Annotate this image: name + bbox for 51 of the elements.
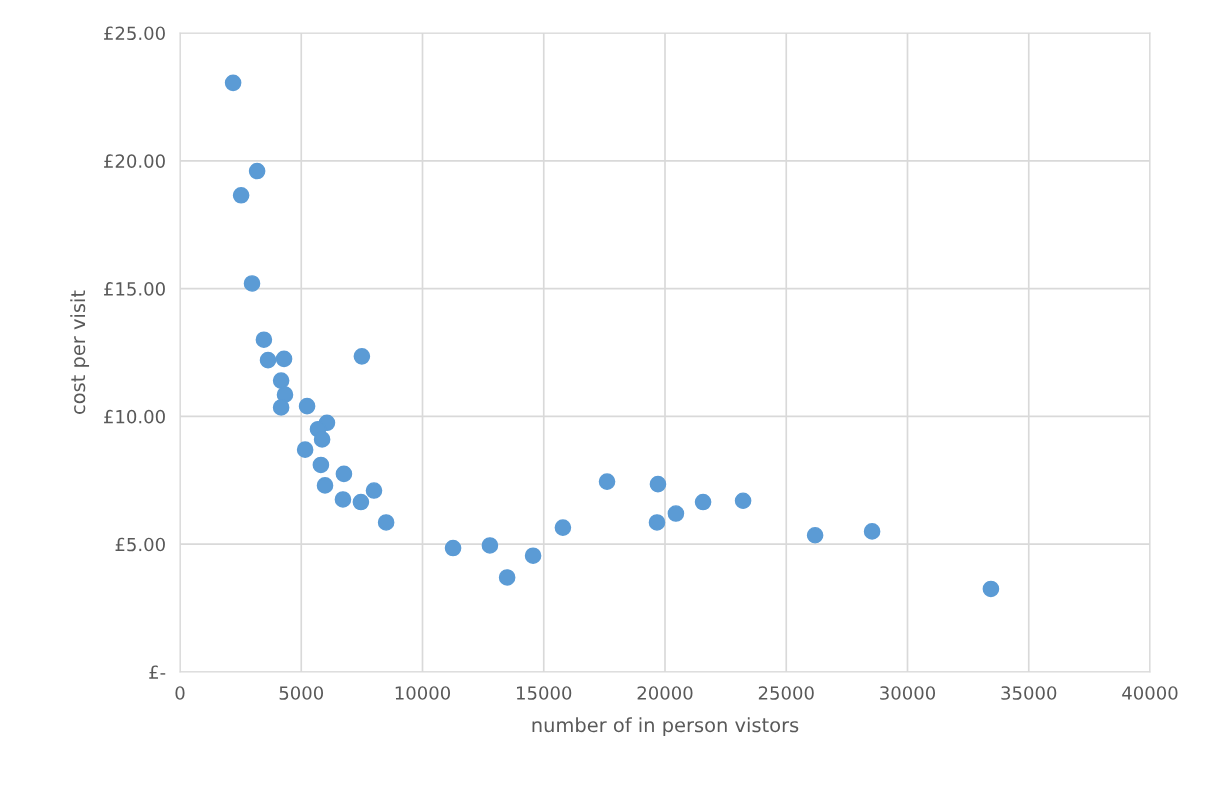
point xyxy=(313,431,331,448)
point xyxy=(243,275,261,292)
x-tick-label: 20000 xyxy=(637,686,693,700)
point xyxy=(316,477,334,494)
point xyxy=(352,493,370,511)
point xyxy=(734,492,752,510)
y-tick-label: £25.00 xyxy=(104,26,165,41)
point xyxy=(312,456,330,474)
point xyxy=(296,441,314,458)
point xyxy=(255,331,273,349)
point xyxy=(648,514,666,531)
x-axis-title: number of in person vistors xyxy=(532,717,799,737)
x-tick-label: 10000 xyxy=(395,686,451,700)
y-tick-label: £- xyxy=(149,665,166,679)
point xyxy=(649,475,667,493)
y-tick-label: £5.00 xyxy=(115,537,165,552)
y-tick-label: £10.00 xyxy=(104,409,165,424)
x-tick-label: 15000 xyxy=(517,686,572,700)
point xyxy=(353,348,371,365)
point xyxy=(554,519,572,536)
x-tick-label: 0 xyxy=(175,686,185,700)
point xyxy=(982,580,1000,598)
y-tick-label: £20.00 xyxy=(104,154,165,168)
point xyxy=(524,547,542,565)
point xyxy=(275,350,293,368)
point xyxy=(248,162,266,180)
point xyxy=(694,493,712,511)
x-tick-label: 30000 xyxy=(880,686,936,700)
y-tick-label: £15.00 xyxy=(104,282,165,296)
point xyxy=(498,569,516,586)
point xyxy=(806,526,824,544)
point xyxy=(863,523,881,540)
point xyxy=(259,351,277,369)
x-tick-label: 35000 xyxy=(1001,686,1057,700)
y-axis-title: cost per visit xyxy=(70,290,90,414)
point xyxy=(298,397,316,415)
point xyxy=(272,372,290,389)
point xyxy=(224,74,242,92)
point xyxy=(272,399,290,416)
point xyxy=(335,465,353,483)
point xyxy=(667,505,685,522)
point xyxy=(598,473,616,490)
x-tick-label: 5000 xyxy=(279,686,324,700)
point xyxy=(232,187,250,204)
point xyxy=(377,514,395,531)
point xyxy=(334,491,352,508)
point xyxy=(444,539,462,557)
point xyxy=(365,482,383,499)
point xyxy=(481,537,499,554)
x-tick-label: 40000 xyxy=(1122,686,1178,700)
x-tick-label: 25000 xyxy=(758,686,814,700)
